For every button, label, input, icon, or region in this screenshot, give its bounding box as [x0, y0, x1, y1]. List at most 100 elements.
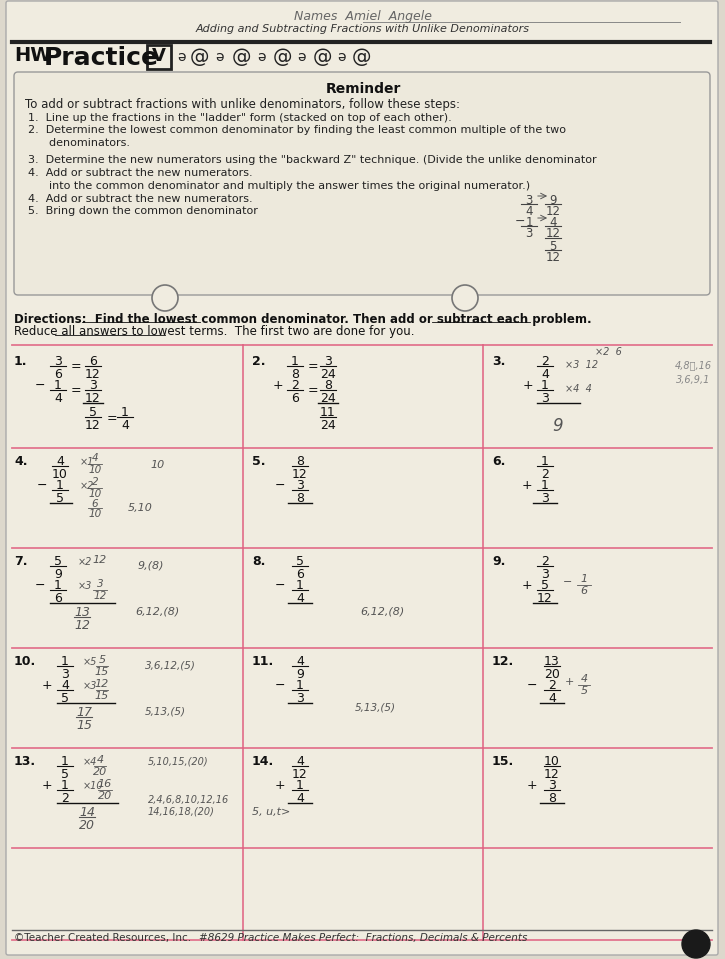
Text: 4.: 4. — [14, 455, 28, 468]
Text: 8: 8 — [296, 455, 304, 468]
Text: 13: 13 — [74, 606, 90, 619]
Text: @: @ — [273, 48, 293, 66]
Text: 11: 11 — [320, 406, 336, 419]
Text: 10: 10 — [88, 489, 102, 499]
Text: −: − — [275, 679, 285, 692]
Text: 12: 12 — [545, 227, 560, 240]
Text: 2: 2 — [541, 555, 549, 568]
Text: @: @ — [190, 48, 210, 66]
Text: 4: 4 — [54, 392, 62, 405]
Text: 8.: 8. — [252, 555, 265, 568]
Text: 6: 6 — [89, 355, 97, 368]
Circle shape — [152, 285, 178, 311]
Text: 1: 1 — [581, 574, 587, 584]
Text: =: = — [307, 360, 318, 373]
Text: =: = — [307, 384, 318, 397]
Text: 9: 9 — [550, 194, 557, 207]
Text: 6: 6 — [91, 499, 99, 509]
Text: 2: 2 — [460, 298, 469, 312]
Text: 12: 12 — [545, 251, 560, 264]
Text: 5.: 5. — [252, 455, 265, 468]
Text: +: + — [523, 379, 534, 392]
Text: 3: 3 — [324, 355, 332, 368]
Text: =: = — [70, 384, 81, 397]
Text: 8: 8 — [324, 379, 332, 392]
Text: 4: 4 — [296, 755, 304, 768]
Text: ×2: ×2 — [80, 481, 94, 491]
Text: 2: 2 — [291, 379, 299, 392]
Text: 3: 3 — [296, 692, 304, 705]
Text: ×1: ×1 — [80, 457, 94, 467]
Text: 12: 12 — [93, 555, 107, 565]
Text: 5,10: 5,10 — [128, 503, 153, 513]
Text: 8: 8 — [296, 492, 304, 505]
Text: @: @ — [352, 48, 372, 66]
Text: −: − — [35, 379, 45, 392]
Text: 20: 20 — [544, 668, 560, 681]
Text: ə: ə — [216, 50, 224, 64]
Text: 5, u,t>: 5, u,t> — [252, 807, 291, 817]
Text: 2: 2 — [91, 477, 99, 487]
Text: 9.: 9. — [492, 555, 505, 568]
Text: 5.  Bring down the common denominator: 5. Bring down the common denominator — [28, 206, 258, 216]
Text: 1: 1 — [296, 579, 304, 592]
Text: 1: 1 — [61, 655, 69, 668]
Text: To add or subtract fractions with unlike denominators, follow these steps:: To add or subtract fractions with unlike… — [25, 98, 460, 111]
Text: =: = — [107, 412, 117, 425]
Text: 12: 12 — [544, 768, 560, 781]
Text: 5: 5 — [61, 692, 69, 705]
Text: 1: 1 — [160, 298, 170, 312]
Text: 4: 4 — [91, 453, 99, 463]
Text: 1: 1 — [54, 579, 62, 592]
Text: 8: 8 — [291, 368, 299, 381]
Text: @: @ — [313, 48, 333, 66]
Text: −: − — [35, 579, 45, 592]
Text: 1: 1 — [291, 355, 299, 368]
Text: −: − — [275, 579, 285, 592]
Text: 24: 24 — [320, 419, 336, 432]
Text: 4: 4 — [61, 679, 69, 692]
Text: 6.: 6. — [492, 455, 505, 468]
Text: 24: 24 — [320, 368, 336, 381]
Text: 10: 10 — [88, 465, 102, 475]
Text: −: − — [515, 215, 525, 227]
Text: ×2: ×2 — [78, 557, 92, 567]
Text: 3: 3 — [89, 379, 97, 392]
Text: 12.: 12. — [492, 655, 514, 668]
Text: denominators.: denominators. — [28, 138, 130, 148]
Text: 3: 3 — [96, 579, 103, 589]
Text: 1: 1 — [541, 479, 549, 492]
Text: 5: 5 — [56, 492, 64, 505]
Text: 3: 3 — [61, 668, 69, 681]
Text: 12: 12 — [85, 419, 101, 432]
Text: 2: 2 — [541, 355, 549, 368]
Text: 3: 3 — [54, 355, 62, 368]
Text: 10: 10 — [150, 460, 165, 470]
Text: 1.: 1. — [14, 355, 28, 368]
FancyBboxPatch shape — [147, 45, 171, 69]
Text: ×3: ×3 — [78, 581, 92, 591]
Text: 6: 6 — [54, 592, 62, 605]
Circle shape — [452, 285, 478, 311]
Text: 12: 12 — [292, 768, 308, 781]
Text: 14: 14 — [79, 806, 95, 819]
Text: 5: 5 — [99, 655, 106, 665]
Text: −: − — [275, 479, 285, 492]
Text: 15: 15 — [76, 719, 92, 732]
Text: 10: 10 — [52, 468, 68, 481]
Text: 8: 8 — [548, 792, 556, 805]
FancyBboxPatch shape — [14, 72, 710, 295]
Text: 6,12,(8): 6,12,(8) — [135, 607, 179, 617]
Text: 10.: 10. — [14, 655, 36, 668]
Text: 6,12,(8): 6,12,(8) — [360, 607, 405, 617]
Text: 13.: 13. — [14, 755, 36, 768]
Text: 3: 3 — [541, 568, 549, 581]
Text: 5: 5 — [89, 406, 97, 419]
Text: =: = — [70, 360, 81, 373]
Text: 12: 12 — [545, 205, 560, 218]
Text: V: V — [152, 47, 166, 65]
Text: ×3  12: ×3 12 — [565, 360, 598, 370]
Text: 9: 9 — [296, 668, 304, 681]
Text: 3: 3 — [296, 479, 304, 492]
Text: 20: 20 — [79, 819, 95, 832]
